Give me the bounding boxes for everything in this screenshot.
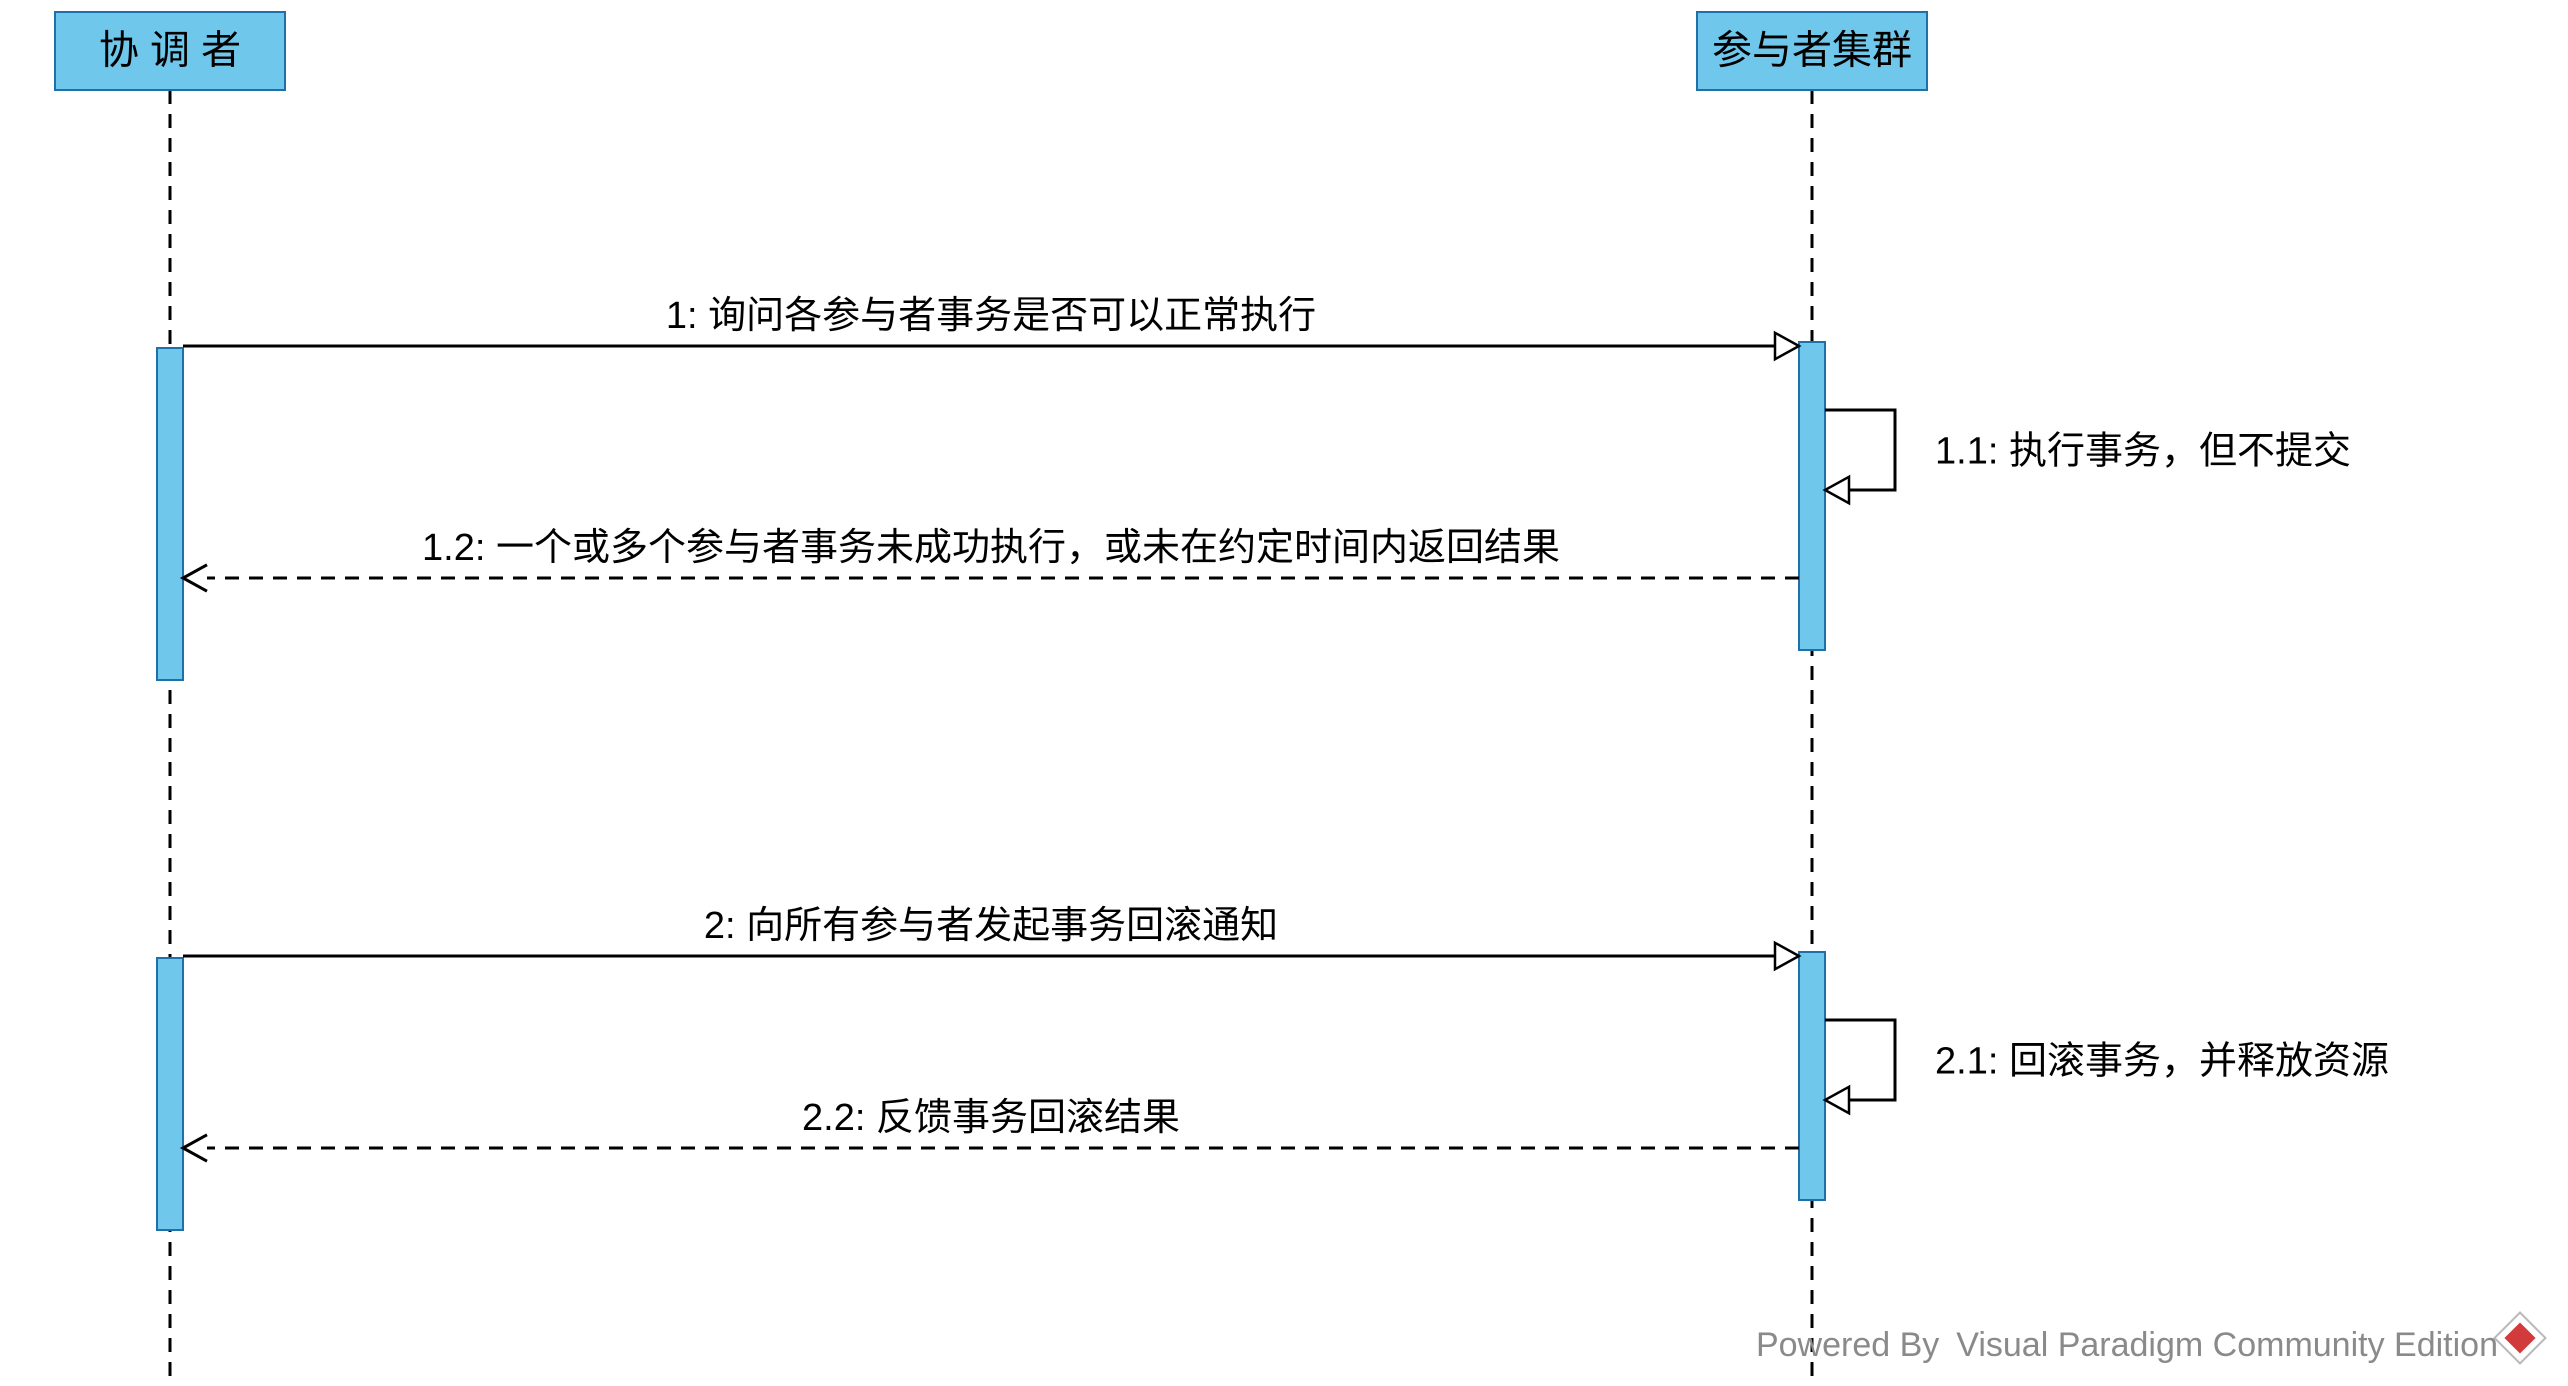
message-m2-label: 2: 向所有参与者发起事务回滚通知: [704, 905, 1278, 947]
message-m21: 2.1: 回滚事务，并释放资源: [1825, 1020, 2389, 1113]
activation-coord_2: [157, 958, 183, 1230]
message-m2: 2: 向所有参与者发起事务回滚通知: [183, 905, 1799, 969]
message-m1-label: 1: 询问各参与者事务是否可以正常执行: [666, 295, 1316, 337]
message-m21-label: 2.1: 回滚事务，并释放资源: [1935, 1040, 2389, 1082]
message-m12: 1.2: 一个或多个参与者事务未成功执行，或未在约定时间内返回结果: [183, 527, 1799, 591]
message-m12-label: 1.2: 一个或多个参与者事务未成功执行，或未在约定时间内返回结果: [422, 527, 1560, 569]
participant-coordinator-label: 协 调 者: [99, 29, 241, 73]
message-m22-label: 2.2: 反馈事务回滚结果: [802, 1097, 1180, 1139]
participant-cluster-label: 参与者集群: [1712, 29, 1912, 73]
message-m1: 1: 询问各参与者事务是否可以正常执行: [183, 295, 1799, 359]
message-m22: 2.2: 反馈事务回滚结果: [183, 1097, 1799, 1161]
activation-coord_1: [157, 348, 183, 680]
vp-logo-icon: [2495, 1313, 2546, 1364]
message-m11: 1.1: 执行事务，但不提交: [1825, 410, 2351, 503]
footer-text: Powered By Visual Paradigm Community Edi…: [1756, 1326, 2498, 1364]
message-m11-label: 1.1: 执行事务，但不提交: [1935, 430, 2351, 472]
activation-cluster_2: [1799, 952, 1825, 1200]
activation-cluster_1: [1799, 342, 1825, 650]
